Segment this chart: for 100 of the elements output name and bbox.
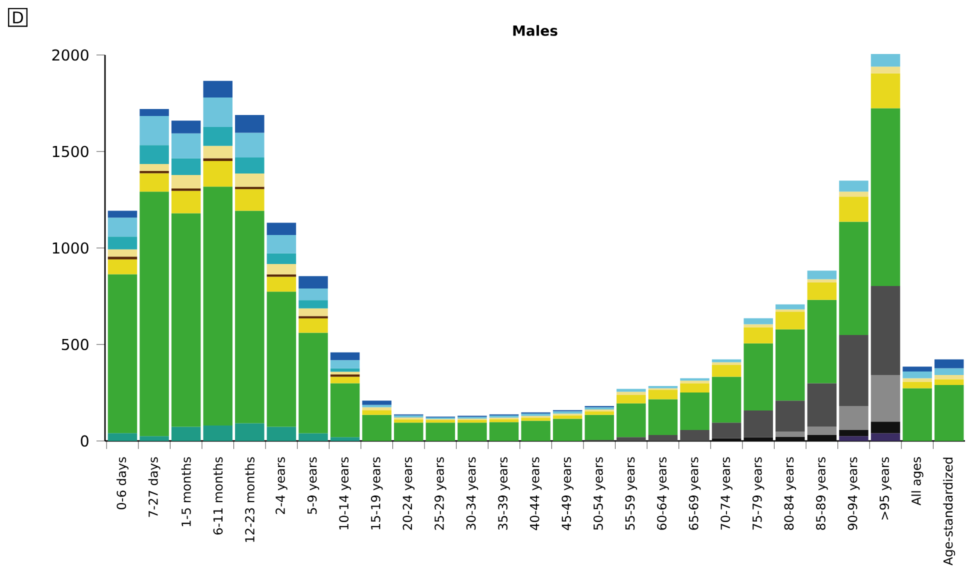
- bar: [839, 196, 868, 222]
- bar: [330, 360, 360, 368]
- bar: [203, 426, 232, 441]
- x-tick-label: 45-49 years: [562, 457, 574, 530]
- bar: [171, 158, 201, 176]
- x-tick-label: 7-27 days: [148, 457, 160, 517]
- bar: [203, 146, 232, 158]
- x-tick-label: 60-64 years: [657, 457, 669, 530]
- x-tick-label: 65-69 years: [688, 457, 701, 530]
- x-tick-label: 5-9 years: [307, 457, 320, 514]
- bar: [235, 210, 264, 424]
- bar: [203, 80, 232, 98]
- bar: [712, 364, 742, 377]
- bar: [839, 335, 868, 406]
- bar: [712, 362, 742, 365]
- bar: [616, 403, 646, 438]
- bar: [171, 120, 201, 134]
- x-tick-label: 30-34 years: [466, 457, 478, 530]
- bar: [203, 126, 232, 146]
- bar: [648, 435, 678, 441]
- bar: [108, 249, 138, 257]
- bar: [616, 437, 646, 441]
- bar: [489, 422, 519, 441]
- bar: [934, 368, 964, 375]
- bar: [330, 368, 360, 372]
- y-tick-label: 2000: [52, 49, 88, 61]
- bar: [140, 145, 169, 164]
- bar: [171, 175, 201, 189]
- x-tick-label: 85-89 years: [816, 457, 828, 530]
- x-tick-label: 6-11 months: [213, 457, 223, 534]
- bar: [870, 54, 900, 67]
- bar: [902, 382, 932, 388]
- bar: [235, 132, 264, 158]
- bar: [902, 388, 932, 441]
- bar: [616, 395, 646, 404]
- bar: [776, 432, 805, 437]
- bar: [616, 392, 646, 396]
- bar: [203, 160, 232, 187]
- bar: [266, 426, 296, 441]
- bar: [140, 164, 169, 171]
- bar: [140, 436, 169, 441]
- bar: [235, 173, 264, 187]
- bar: [584, 411, 614, 415]
- x-tick-label: 0-6 days: [116, 457, 128, 510]
- x-tick-label: 25-29 years: [434, 457, 446, 530]
- bar: [648, 386, 678, 388]
- bar: [776, 329, 805, 401]
- bar: [776, 436, 805, 441]
- bar: [235, 189, 264, 211]
- bar: [394, 422, 424, 441]
- bar: [266, 292, 296, 427]
- x-tick-label: 35-39 years: [498, 457, 510, 530]
- bar: [298, 433, 328, 441]
- bar: [298, 288, 328, 300]
- bar: [266, 222, 296, 236]
- bar: [298, 308, 328, 316]
- y-tick-label: 1500: [52, 146, 88, 158]
- bar: [266, 276, 296, 292]
- bar: [108, 274, 138, 434]
- bar: [394, 419, 424, 423]
- x-tick-label: 12-23 months: [244, 457, 254, 542]
- bar: [552, 415, 582, 419]
- bar: [870, 73, 900, 108]
- bar: [330, 383, 360, 438]
- bar: [744, 343, 773, 410]
- bar: [330, 437, 360, 441]
- bar: [870, 108, 900, 286]
- bar: [108, 236, 138, 250]
- bar: [934, 379, 964, 386]
- x-tick-label: 15-19 years: [370, 457, 383, 530]
- bar: [330, 376, 360, 384]
- x-tick-label: 75-79 years: [752, 457, 764, 530]
- bar: [776, 312, 805, 330]
- bar: [839, 406, 868, 430]
- bar: [330, 352, 360, 360]
- bar: [584, 414, 614, 440]
- bar: [870, 374, 900, 422]
- bar: [934, 385, 964, 441]
- bar: [171, 190, 201, 214]
- bar: [839, 192, 868, 197]
- bar: [807, 426, 837, 435]
- bar: [266, 253, 296, 264]
- bar: [140, 192, 169, 436]
- bar: [330, 372, 360, 374]
- bar: [744, 318, 773, 324]
- x-tick-label: 40-44 years: [530, 457, 542, 530]
- bar: [744, 410, 773, 438]
- bar: [203, 158, 232, 161]
- bar: [839, 436, 868, 441]
- bar: [140, 116, 169, 146]
- bar: [744, 324, 773, 328]
- bar: [680, 380, 710, 384]
- bar: [235, 423, 264, 441]
- x-tick-label: 50-54 years: [594, 457, 606, 530]
- bar: [902, 372, 932, 378]
- x-tick-label: 80-84 years: [784, 457, 796, 530]
- bar: [298, 276, 328, 289]
- bar: [171, 133, 201, 158]
- x-tick-label: 2-4 years: [276, 457, 288, 514]
- bar: [616, 388, 646, 392]
